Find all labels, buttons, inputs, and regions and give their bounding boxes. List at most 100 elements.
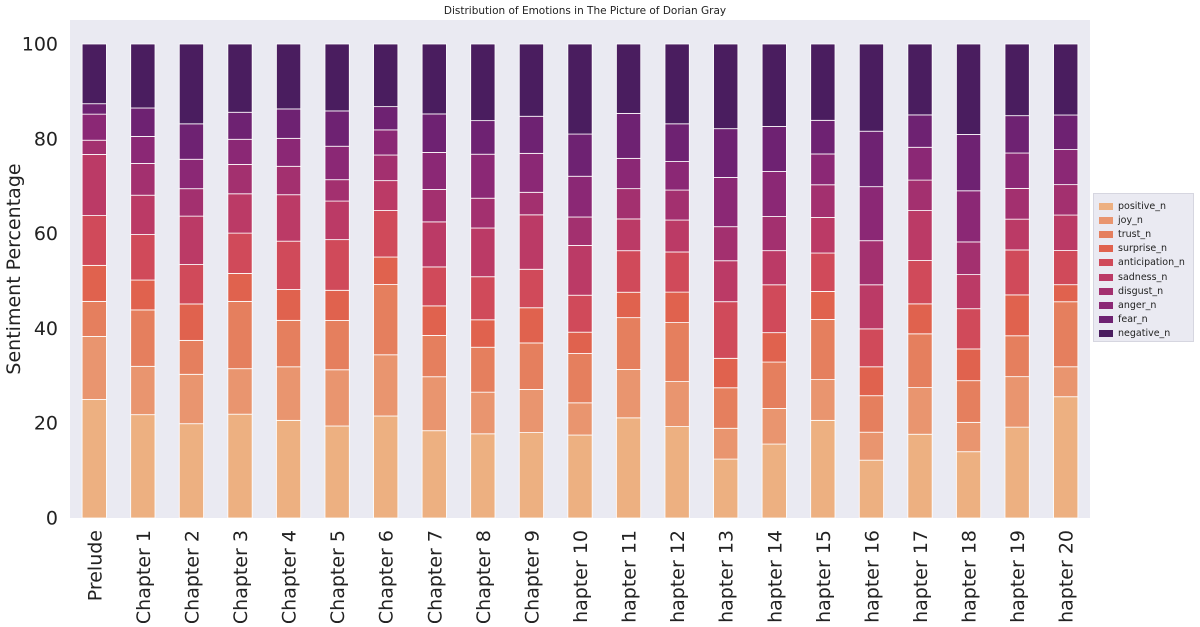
bar-segment-surprise_n	[956, 348, 982, 382]
bar-segment-negative_n	[470, 43, 496, 122]
bar-segment-disgust_n	[470, 197, 496, 229]
bar-segment-anger_n	[421, 152, 447, 190]
bar-segment-joy_n	[567, 402, 593, 436]
bar-segment-trust_n	[761, 361, 787, 409]
bar-segment-anger_n	[810, 153, 836, 186]
bar-segment-anticipation_n	[616, 250, 642, 293]
bar-segment-joy_n	[907, 387, 933, 435]
legend: positive_n joy_n trust_n surprise_n anticipa…	[1093, 193, 1194, 342]
bar-segment-sadness_n	[373, 180, 399, 211]
bar-segment-joy_n	[616, 369, 642, 419]
bar-segment-joy_n	[276, 366, 302, 421]
bar-segment-positive_n	[1004, 426, 1030, 519]
bar-segment-positive_n	[518, 432, 544, 519]
legend-swatch	[1099, 330, 1113, 338]
bar-segment-fear_n	[761, 126, 787, 172]
bar-segment-fear_n	[616, 112, 642, 159]
bar-segment-anticipation_n	[324, 239, 350, 291]
bar-segment-surprise_n	[470, 319, 496, 348]
bar-segment-anticipation_n	[518, 268, 544, 309]
bar-segment-surprise_n	[1053, 284, 1079, 303]
bar-segment-surprise_n	[518, 307, 544, 344]
legend-item: disgust_n	[1099, 284, 1163, 298]
bar-segment-surprise_n	[276, 289, 302, 321]
legend-label: disgust_n	[1118, 285, 1164, 297]
y-axis-label: Sentiment Percentage	[3, 163, 25, 374]
bar-segment-anticipation_n	[470, 276, 496, 321]
bar-segment-fear_n	[130, 107, 156, 137]
legend-swatch	[1099, 287, 1113, 295]
bar-segment-negative_n	[178, 43, 204, 125]
bar-segment-anger_n	[1053, 149, 1079, 186]
bar-segment-negative_n	[421, 43, 447, 115]
bar-segment-sadness_n	[421, 221, 447, 268]
bar-segment-negative_n	[858, 43, 884, 132]
legend-item: positive_n	[1099, 199, 1166, 213]
bar-segment-disgust_n	[810, 184, 836, 218]
bar-segment-anger_n	[1004, 152, 1030, 189]
legend-label: anger_n	[1118, 299, 1157, 311]
legend-swatch	[1099, 216, 1113, 224]
bar-segment-surprise_n	[81, 264, 107, 302]
bar-segment-positive_n	[1053, 396, 1079, 519]
legend-label: joy_n	[1118, 214, 1143, 226]
bar-segment-trust_n	[178, 339, 204, 375]
bar-segment-joy_n	[324, 369, 350, 427]
bar-segment-anger_n	[858, 186, 884, 242]
bar-segment-disgust_n	[1053, 184, 1079, 216]
bar-segment-positive_n	[761, 443, 787, 519]
bar-segment-trust_n	[810, 318, 836, 380]
bar-segment-anticipation_n	[81, 215, 107, 266]
bar-segment-trust_n	[956, 380, 982, 423]
legend-item: anger_n	[1099, 298, 1156, 312]
bar-segment-anticipation_n	[227, 232, 253, 274]
bar-segment-positive_n	[713, 458, 739, 519]
bar-segment-disgust_n	[567, 216, 593, 246]
legend-label: sadness_n	[1118, 271, 1168, 283]
bar-segment-joy_n	[421, 376, 447, 432]
bar-segment-surprise_n	[907, 303, 933, 335]
bars	[81, 43, 1079, 519]
bar-segment-anger_n	[227, 138, 253, 165]
bar-segment-trust_n	[421, 335, 447, 378]
bar-segment-disgust_n	[664, 189, 690, 221]
bar-segment-surprise_n	[858, 366, 884, 397]
bar-segment-joy_n	[956, 421, 982, 453]
bar-segment-fear_n	[276, 108, 302, 139]
bar-segment-disgust_n	[178, 188, 204, 217]
bar-segment-joy_n	[858, 431, 884, 461]
bar-segment-negative_n	[518, 43, 544, 117]
bar-segment-fear_n	[1004, 115, 1030, 154]
x-tick-label: Chapter 8	[473, 530, 495, 623]
bar-segment-positive_n	[130, 414, 156, 519]
bar-segment-anticipation_n	[713, 301, 739, 359]
legend-swatch	[1099, 273, 1113, 281]
bar-segment-surprise_n	[567, 331, 593, 354]
bar-segment-anger_n	[130, 136, 156, 164]
chart-title: Distribution of Emotions in The Picture …	[444, 5, 726, 17]
bar-segment-sadness_n	[470, 227, 496, 278]
bar-segment-joy_n	[227, 368, 253, 415]
bar-segment-negative_n	[276, 43, 302, 110]
legend-item: sadness_n	[1099, 270, 1167, 284]
x-tick-label: Chapter 3	[230, 530, 252, 623]
bar-segment-trust_n	[616, 317, 642, 370]
bar-segment-negative_n	[713, 43, 739, 130]
bar-segment-positive_n	[616, 417, 642, 519]
bar-segment-surprise_n	[664, 291, 690, 323]
legend-label: negative_n	[1118, 328, 1171, 340]
bar-segment-trust_n	[227, 300, 253, 370]
bar-segment-fear_n	[907, 114, 933, 148]
bar-segment-anticipation_n	[664, 251, 690, 293]
bar-segment-negative_n	[761, 43, 787, 127]
bar-segment-disgust_n	[81, 139, 107, 155]
bar-segment-sadness_n	[130, 194, 156, 235]
bar-segment-disgust_n	[761, 216, 787, 252]
bar-segment-negative_n	[664, 43, 690, 125]
bar-segment-anger_n	[518, 152, 544, 193]
bar-segment-surprise_n	[810, 291, 836, 320]
bar-segment-anticipation_n	[178, 264, 204, 305]
bar-segment-anger_n	[761, 171, 787, 217]
